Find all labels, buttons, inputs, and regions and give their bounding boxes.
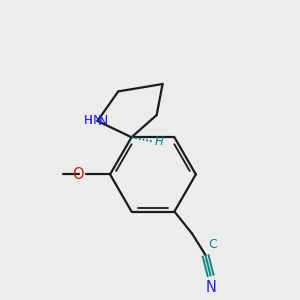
Text: O: O xyxy=(72,167,84,182)
Text: H: H xyxy=(155,135,164,148)
Text: N: N xyxy=(98,114,108,128)
Text: N: N xyxy=(205,280,216,295)
Text: H: H xyxy=(83,115,92,128)
Text: C: C xyxy=(208,238,217,251)
Text: N: N xyxy=(93,114,102,127)
Text: H: H xyxy=(84,114,92,127)
